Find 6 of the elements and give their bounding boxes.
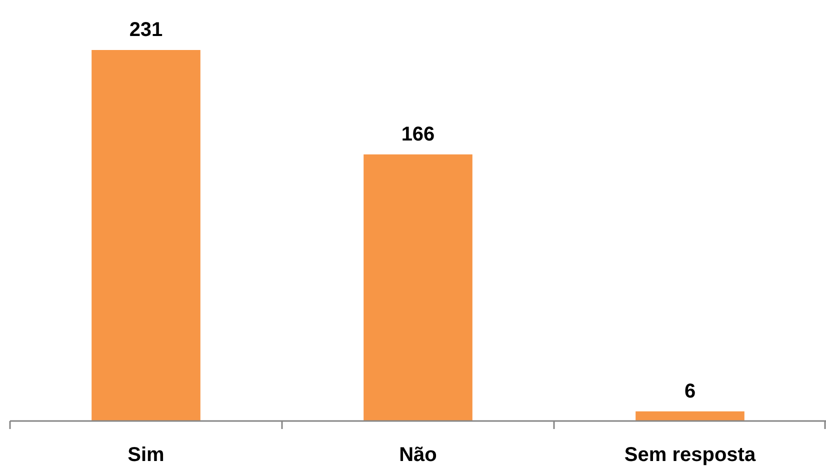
data-label: 6	[684, 380, 696, 402]
data-label: 231	[129, 19, 163, 41]
data-label: 166	[401, 123, 435, 146]
x-tick-label: Não	[399, 444, 437, 466]
x-tick-label: Sem resposta	[624, 444, 756, 466]
x-tick-label: Sim	[128, 444, 164, 466]
